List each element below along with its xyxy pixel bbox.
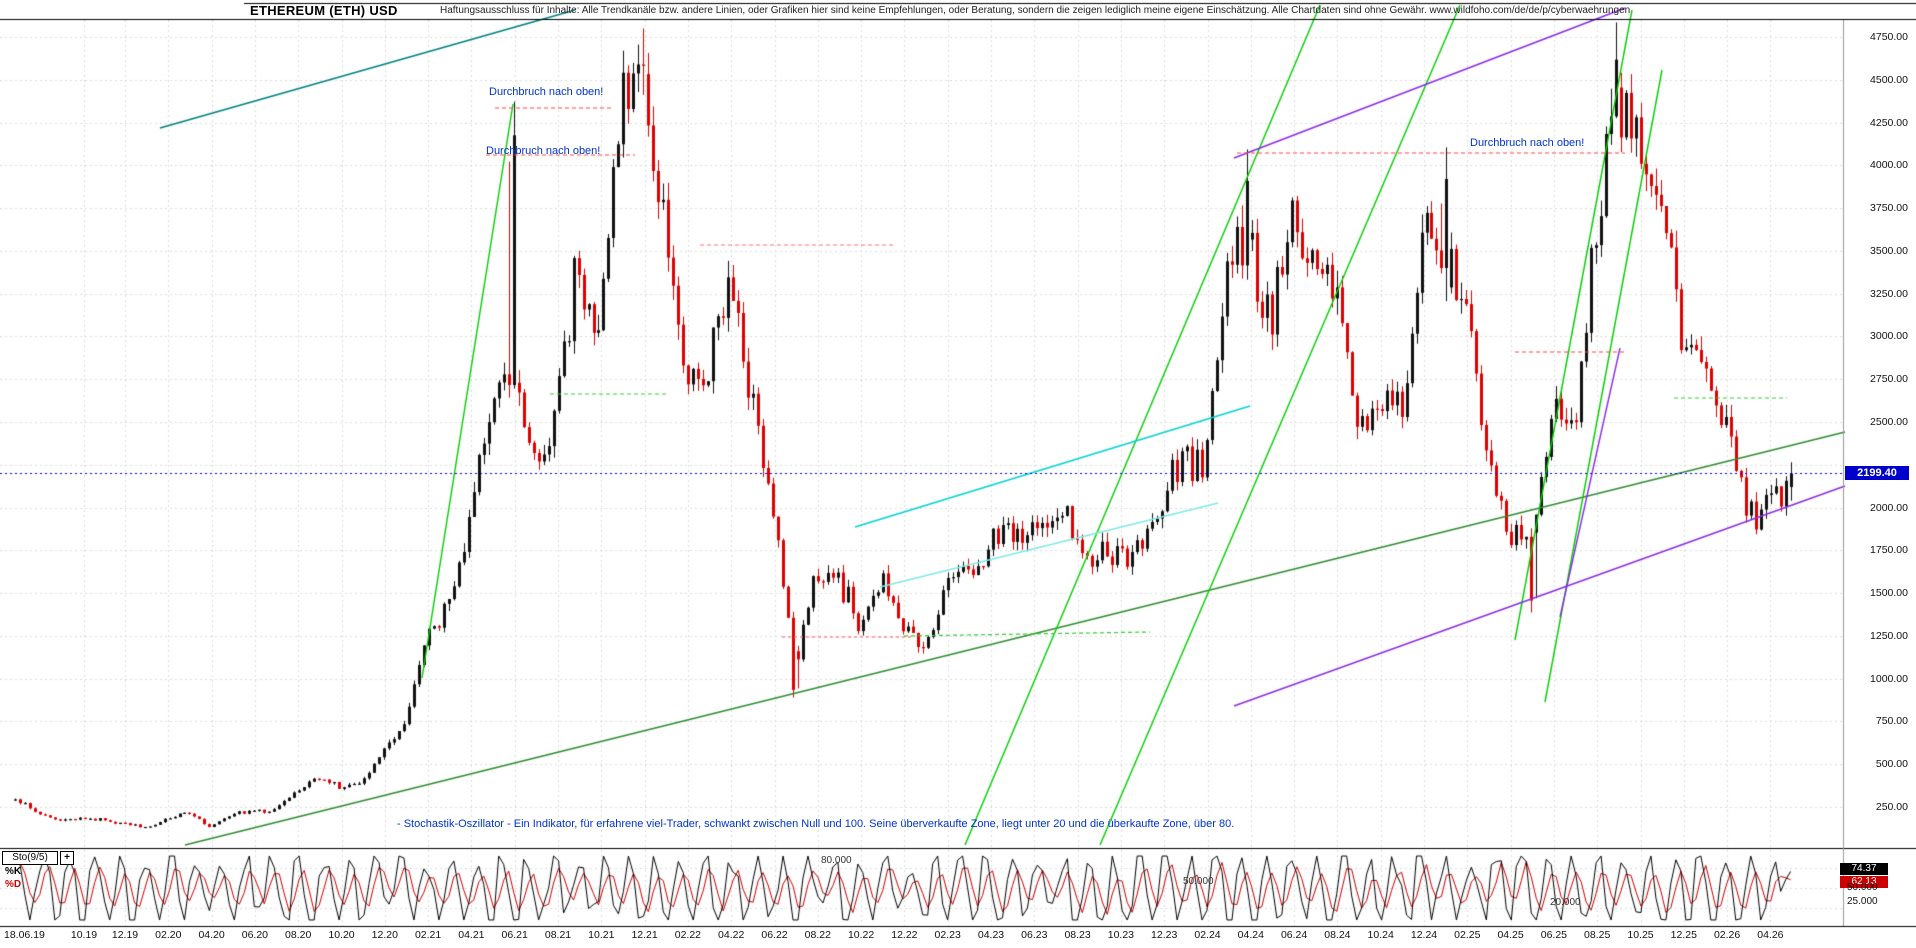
date-axis-label: 10.19 [70,929,98,941]
oscillator-scale-label: 50.000 [1183,876,1214,887]
price-axis-label: 3750.00 [1870,202,1908,215]
oscillator-axis-label-50: 50.000 [1847,882,1878,893]
annotation-breakout-left-lower: Durchbruch nach oben! [486,145,601,157]
price-axis-label: 3000.00 [1870,330,1908,343]
price-axis-label: 1500.00 [1870,587,1908,600]
date-axis-label: 12.20 [371,929,398,941]
stochastic-k-value-badge: 74.37 [1840,863,1888,875]
price-axis-label: 4500.00 [1870,73,1908,86]
price-axis-label: 1750.00 [1870,544,1908,557]
date-axis-label: 02.20 [155,929,182,941]
date-axis-label: 10.20 [328,929,355,941]
annotation-breakout-left-upper: Durchbruch nach oben! [489,86,604,98]
stochastic-d-value-badge: 62.13 [1840,876,1888,888]
date-axis-label: 10.22 [847,929,875,941]
stochastic-k-label: %K [5,866,22,877]
price-axis-label: 1250.00 [1870,629,1908,642]
date-axis-label: 02.26 [1713,929,1741,941]
date-axis-label: 06.21 [501,929,528,941]
indicator-expand-button[interactable]: + [60,851,74,865]
date-axis-label: 12.21 [631,929,658,941]
date-axis-label: 02.25 [1454,929,1481,941]
price-axis-label: 4000.00 [1870,159,1908,172]
date-axis-label: 06.23 [1021,929,1048,941]
date-axis-label: 08.21 [544,929,572,941]
date-axis-label: 04.22 [718,929,745,941]
date-axis-label: 08.23 [1064,929,1091,941]
date-axis-label: 08.24 [1324,929,1351,941]
date-axis-label: 12.25 [1670,929,1697,941]
price-axis-label: 750.00 [1875,715,1908,728]
date-axis-label: 04.21 [458,929,485,941]
date-axis-label: 10.25 [1627,929,1654,941]
date-axis-label: 02.22 [674,929,702,941]
date-axis-label: 08.22 [804,929,831,941]
price-axis-label: 3250.00 [1870,287,1908,300]
date-axis-label: 04.23 [977,929,1005,941]
indicator-settings-button[interactable]: Sto(9/5) [2,851,58,865]
oscillator-scale-label: 80.000 [821,855,852,866]
chart-title: ETHEREUM (ETH) USD [250,3,398,18]
price-axis-label: 3500.00 [1870,244,1908,257]
date-axis-label: 10.21 [588,929,615,941]
date-axis-label: 10.24 [1367,929,1394,941]
annotation-breakout-right: Durchbruch nach oben! [1470,137,1585,149]
price-axis-label: 1000.00 [1870,672,1908,685]
date-axis-label: 04.26 [1757,929,1784,941]
stochastic-d-label: %D [5,879,22,890]
price-axis-label: 2500.00 [1870,415,1908,428]
disclaimer-text: Haftungsausschluss für Inhalte: Alle Tre… [440,5,1631,16]
price-axis-label: 250.00 [1875,800,1908,813]
price-axis-label: 2000.00 [1870,501,1908,514]
date-axis-label: 06.20 [241,929,269,941]
date-axis-label: 06.24 [1280,929,1308,941]
price-axis-label: 500.00 [1875,758,1908,771]
date-axis-label: 12.22 [891,929,918,941]
date-axis-label: 06.25 [1540,929,1568,941]
date-axis-label: 04.24 [1237,929,1264,941]
price-axis-label: 4750.00 [1870,31,1908,43]
date-axis-label: 04.20 [198,929,225,941]
date-axis-label: 18.06.19 [4,929,45,941]
date-axis-label: 02.21 [414,929,442,941]
oscillator-axis-label-25: 25.000 [1847,896,1878,907]
date-axis-label: 12.23 [1151,929,1178,941]
date-axis-label: 08.20 [285,929,312,941]
date-axis-label: 02.23 [934,929,961,941]
date-axis-label: 10.23 [1107,929,1135,941]
date-axis-label: 12.24 [1410,929,1438,941]
date-axis-label: 02.24 [1194,929,1221,941]
annotation-stochastic-description: - Stochastik-Oszillator - Ein Indikator,… [397,818,1235,830]
date-axis-label: 04.25 [1497,929,1524,941]
date-axis-label: 06.22 [761,929,788,941]
price-axis-label: 4250.00 [1870,116,1908,129]
date-axis-label: 12.19 [111,929,139,941]
date-axis-label: 08.25 [1584,929,1611,941]
price-axis-label: 2750.00 [1870,373,1908,386]
current-price-badge: 2199.40 [1845,466,1909,480]
oscillator-scale-label: 20.000 [1550,897,1581,908]
